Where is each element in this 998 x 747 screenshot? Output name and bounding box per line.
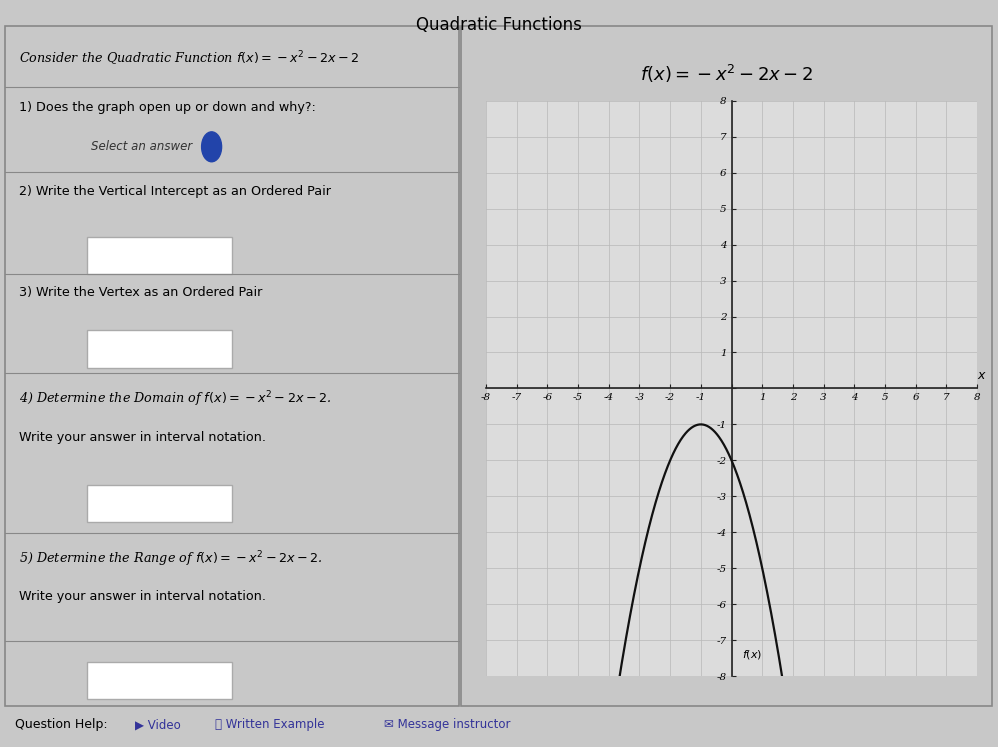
Text: 1) Does the graph open up or down and why?:: 1) Does the graph open up or down and wh… (19, 101, 315, 114)
Text: Write your answer in interval notation.: Write your answer in interval notation. (19, 590, 265, 604)
Text: $f(x) = -x^2 - 2x - 2$: $f(x) = -x^2 - 2x - 2$ (640, 63, 813, 84)
Text: ✉ Message instructor: ✉ Message instructor (384, 718, 511, 731)
Text: Select an answer: Select an answer (91, 140, 192, 153)
Text: Write your answer in interval notation.: Write your answer in interval notation. (19, 430, 265, 444)
Text: $x$: $x$ (977, 369, 987, 382)
Text: Question Help:: Question Help: (15, 718, 108, 731)
Text: 📄 Written Example: 📄 Written Example (215, 718, 324, 731)
Text: 2) Write the Vertical Intercept as an Ordered Pair: 2) Write the Vertical Intercept as an Or… (19, 185, 330, 197)
Text: 3) Write the Vertex as an Ordered Pair: 3) Write the Vertex as an Ordered Pair (19, 287, 262, 300)
Bar (87, 330, 232, 368)
Text: 4) Determine the Domain of $f(x)=-x^2-2x-2$.: 4) Determine the Domain of $f(x)=-x^2-2x… (19, 390, 331, 409)
Text: Consider the Quadratic Function $f(x)=-x^2-2x-2$: Consider the Quadratic Function $f(x)=-x… (19, 49, 359, 68)
Text: ▶ Video: ▶ Video (135, 718, 181, 731)
Text: Quadratic Functions: Quadratic Functions (416, 16, 582, 34)
Bar (87, 662, 232, 699)
Bar (87, 237, 232, 274)
Bar (87, 485, 232, 522)
Text: $f(x)$: $f(x)$ (743, 648, 762, 661)
Text: 5) Determine the Range of $f(x)=-x^2-2x-2$.: 5) Determine the Range of $f(x)=-x^2-2x-… (19, 550, 322, 569)
Circle shape (202, 132, 222, 162)
